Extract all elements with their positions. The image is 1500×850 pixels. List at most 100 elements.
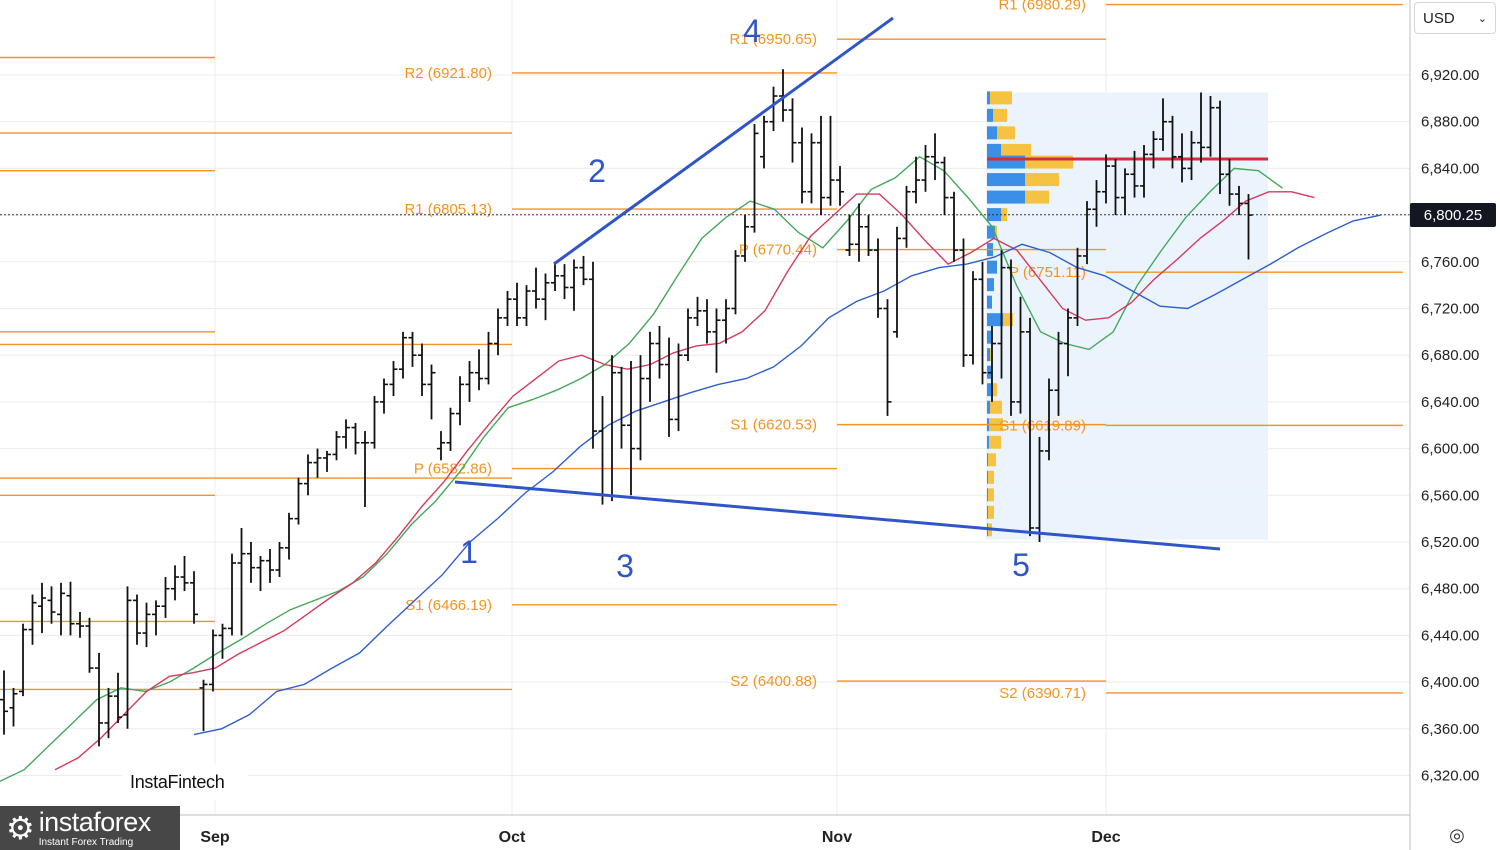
ohlc-bar — [579, 255, 588, 286]
ohlc-bar — [826, 115, 835, 206]
volume-bar-blue — [987, 348, 990, 362]
ohlc-bar — [28, 594, 37, 645]
volume-bar-blue — [987, 278, 994, 292]
ohlc-bar — [1083, 201, 1091, 265]
price-tick-label: 6,840.00 — [1421, 160, 1479, 177]
gear-logo-icon: ⚙ — [6, 810, 35, 846]
volume-bar-blue — [987, 91, 990, 105]
ohlc-bar — [921, 145, 930, 192]
pivot-label: S1 (6619.89) — [999, 417, 1086, 434]
ohlc-bar — [256, 556, 265, 592]
volume-bar-blue — [987, 505, 988, 519]
ohlc-bar — [370, 396, 379, 449]
ohlc-bar — [855, 203, 863, 262]
ohlc-bar — [978, 261, 987, 385]
volume-bar-yellow — [997, 126, 1015, 140]
time-tick-label: Nov — [822, 829, 852, 846]
ohlc-bar — [47, 586, 56, 624]
ohlc-bar — [1073, 247, 1082, 327]
volume-bar-blue — [987, 313, 1003, 327]
volume-bar-blue — [987, 143, 1001, 157]
price-tick-label: 6,320.00 — [1421, 768, 1479, 785]
ohlc-bar — [988, 326, 996, 402]
ohlc-bar — [589, 261, 597, 449]
settings-icon[interactable]: ◎ — [1449, 824, 1465, 845]
ohlc-bar — [684, 308, 692, 362]
ohlc-bar — [418, 343, 426, 397]
volume-bar-yellow — [988, 488, 994, 502]
ohlc-bar — [541, 273, 550, 321]
ohlc-bar — [1121, 168, 1129, 216]
ohlc-bar — [665, 337, 673, 437]
ohlc-bars — [0, 69, 1253, 747]
ohlc-bar — [693, 296, 702, 327]
volume-bar-yellow — [993, 108, 1007, 122]
pivot-label: P (6770.44) — [739, 242, 817, 259]
volume-bar-blue — [987, 295, 992, 309]
ohlc-bar — [1035, 436, 1044, 542]
volume-bar-blue — [987, 225, 995, 239]
ohlc-bar — [655, 326, 664, 379]
price-tick-label: 6,440.00 — [1421, 627, 1479, 644]
volume-bar-yellow — [990, 400, 1002, 414]
ohlc-bar — [845, 215, 854, 256]
ohlc-bar — [617, 366, 626, 449]
time-tick-label: Dec — [1091, 829, 1120, 846]
time-axis[interactable]: Sep Oct Nov Dec — [0, 814, 1410, 846]
price-tick-label: 6,760.00 — [1421, 254, 1479, 271]
ohlc-bar — [465, 361, 474, 402]
ohlc-bar — [66, 581, 75, 636]
ohlc-bar — [323, 450, 331, 472]
price-tick-label: 6,480.00 — [1421, 581, 1479, 598]
ohlc-bar — [9, 687, 18, 727]
currency-select[interactable]: USD ⌄ — [1414, 2, 1496, 34]
wave-label-1: 1 — [460, 534, 478, 570]
ohlc-bar — [560, 264, 569, 300]
price-tick-label: 6,400.00 — [1421, 674, 1479, 691]
ohlc-bar — [494, 308, 502, 356]
volume-bar-yellow — [1025, 190, 1049, 204]
pivot-label: S1 (6466.19) — [405, 597, 492, 614]
ohlc-bar — [218, 623, 227, 659]
ohlc-bar — [342, 419, 350, 449]
ohlc-bar — [161, 577, 170, 618]
volume-bar-blue — [987, 260, 997, 274]
trend-lines — [454, 16, 1221, 551]
volume-bar-blue — [987, 173, 1025, 187]
ohlc-bar — [551, 261, 559, 291]
ohlc-bar — [76, 612, 84, 638]
volume-bar-blue — [987, 108, 993, 122]
price-tick-label: 6,720.00 — [1421, 301, 1479, 318]
ohlc-bar — [1007, 259, 1015, 416]
chart-watermark: InstaFintech — [122, 764, 248, 800]
wave-labels: 1 2 3 4 5 — [460, 13, 1030, 584]
price-tick-label: 6,920.00 — [1421, 67, 1479, 84]
brand-logo: ⚙ instaforex Instant Forex Trading — [0, 806, 180, 850]
ohlc-bar — [1168, 115, 1177, 169]
ohlc-bar — [760, 115, 768, 169]
price-tick-label: 6,520.00 — [1421, 534, 1479, 551]
lower-trend-line — [454, 480, 1221, 551]
ohlc-bar — [1054, 331, 1063, 416]
ohlc-bar — [1130, 150, 1139, 198]
ohlc-bar — [85, 617, 94, 673]
ohlc-bar — [1140, 145, 1148, 198]
price-axis[interactable]: 6,920.00 6,880.00 6,840.00 6,760.00 6,720.00… — [1409, 0, 1479, 850]
ohlc-bar — [399, 331, 407, 379]
ohlc-bar — [1102, 154, 1110, 204]
pivot-label: S2 (6390.71) — [999, 685, 1086, 702]
pivot-label: S2 (6400.88) — [730, 673, 817, 690]
ohlc-bar — [361, 431, 369, 507]
ohlc-bar — [1235, 185, 1243, 216]
ohlc-bar — [180, 556, 189, 592]
ohlc-bar — [950, 191, 958, 262]
price-tick-label: 6,560.00 — [1421, 487, 1479, 504]
ohlc-bar — [1197, 92, 1205, 163]
ohlc-bar — [503, 290, 512, 327]
ohlc-bar — [1159, 98, 1167, 151]
pivot-label: R2 (6921.80) — [404, 65, 492, 82]
ohlc-bar — [142, 602, 151, 648]
pivot-label: R1 (6950.65) — [729, 31, 817, 48]
ohlc-bar — [237, 527, 246, 636]
